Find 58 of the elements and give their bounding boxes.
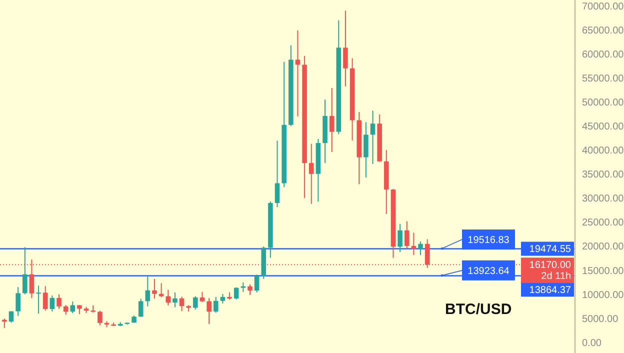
candlestick — [274, 140, 280, 208]
candlestick — [329, 88, 334, 152]
candlestick — [308, 143, 314, 204]
y-tick-label: 40000.00 — [582, 146, 624, 157]
candlestick — [145, 275, 150, 307]
annotation: 19516.83 — [468, 235, 510, 246]
candlestick — [172, 292, 178, 308]
candlestick — [77, 304, 82, 315]
y-tick-label: 20000.00 — [582, 242, 624, 253]
text: BTC/USD — [445, 301, 512, 318]
candlestick — [70, 301, 76, 314]
candlestick — [248, 284, 252, 296]
candlestick — [295, 30, 300, 117]
y-tick-label: 0.00 — [582, 338, 602, 349]
candlestick — [179, 296, 184, 312]
y-tick-label: 5000.00 — [582, 314, 619, 325]
candlestick — [370, 110, 376, 164]
candlestick — [364, 122, 368, 178]
y-tick-label: 10000.00 — [582, 290, 624, 301]
candlestick — [213, 296, 218, 314]
candlestick — [404, 220, 410, 250]
y-tick-label: 50000.00 — [582, 97, 624, 108]
candlestick — [234, 286, 239, 300]
candlestick — [411, 232, 416, 256]
y-tick-label: 55000.00 — [582, 73, 624, 84]
candlestick — [2, 318, 7, 329]
candlestick — [138, 298, 144, 318]
candlestick — [56, 294, 62, 310]
candlestick — [152, 278, 157, 300]
candlestick — [240, 282, 246, 292]
candlestick — [36, 285, 41, 314]
candlestick — [22, 246, 28, 295]
candlestick — [206, 298, 212, 325]
y-tick-label: 25000.00 — [582, 218, 624, 229]
candlestick — [200, 291, 205, 302]
candlestick — [166, 289, 171, 306]
candlestick — [398, 223, 402, 252]
candlestick — [98, 310, 102, 326]
candlestick — [50, 295, 55, 312]
candlestick — [418, 240, 423, 256]
y-tick-label: 15000.00 — [582, 266, 624, 277]
y-tick-label: 45000.00 — [582, 122, 624, 133]
candlestick — [193, 296, 198, 310]
annotation: 2d 11h — [541, 271, 571, 282]
candlestick — [254, 274, 260, 293]
candlestick — [16, 286, 20, 316]
ref-line-label: 19474.55 — [529, 244, 572, 256]
ref-line-label: 16170.00 — [529, 260, 572, 272]
y-tick-label: 70000.00 — [582, 1, 624, 12]
candlestick — [343, 10, 348, 87]
y-tick-label: 65000.00 — [582, 25, 624, 36]
y-tick-label: 30000.00 — [582, 194, 624, 205]
candlestick — [220, 293, 226, 304]
y-tick-label: 35000.00 — [582, 170, 624, 181]
candlestick — [42, 286, 48, 312]
y-tick-label: 60000.00 — [582, 49, 624, 60]
ref-line-label: 13864.37 — [529, 285, 572, 296]
annotation: 13923.64 — [468, 266, 510, 277]
